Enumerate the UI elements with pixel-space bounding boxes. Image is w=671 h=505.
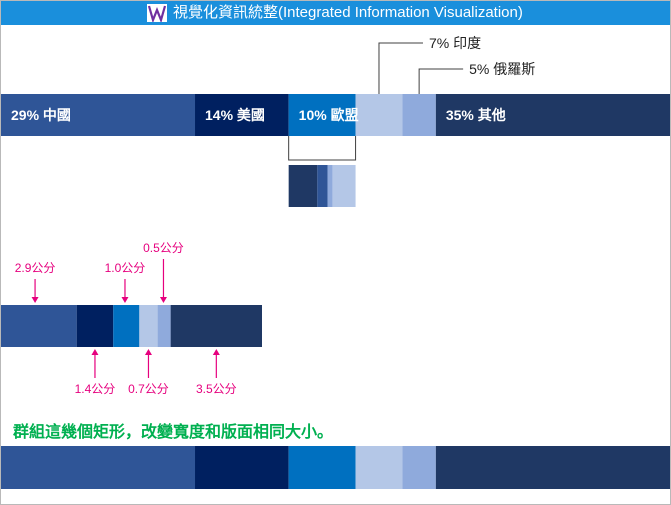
cm-label-3: 0.7公分 [128,382,169,396]
arrow-head-0 [31,297,39,303]
arrow-head-4 [159,297,167,303]
callout-line-3 [378,42,423,94]
cm-label-0: 2.9公分 [15,261,56,275]
cm-segment-4 [157,305,171,347]
zoom-detail-bar [288,136,357,207]
centimeter-stacked-bar [1,305,262,347]
segment-label-5: 35% 其他 [446,107,506,123]
cm-segment-1 [76,305,114,347]
cm-segment-2 [113,305,140,347]
cm-label-2: 1.0公分 [105,261,146,275]
cm-label-1: 1.4公分 [75,382,116,396]
bar-segment-2 [288,94,356,136]
arrow-head-5 [212,349,220,355]
cm-label-5: 3.5公分 [196,382,237,396]
full-segment-3 [355,446,403,489]
full-segment-5 [435,446,670,489]
zoom-segment-0 [288,165,318,207]
arrow-head-3 [144,349,152,355]
cm-segment-3 [139,305,158,347]
bar-segment-0 [1,94,196,136]
centimeter-annotations: 2.9公分 1.0公分 0.5公分 1.4公分 0.7公分 3.5公分 [15,241,237,396]
full-segment-1 [195,446,289,489]
zoom-bracket [288,136,357,161]
cm-segment-5 [170,305,262,347]
segment-label-2: 10% 歐盟 [299,107,359,123]
full-width-stacked-bar [1,446,670,489]
full-segment-2 [288,446,356,489]
bar-segment-5 [435,94,670,136]
cm-label-4: 0.5公分 [143,241,184,255]
bar-segment-3 [355,94,403,136]
top-stacked-bar: 29% 中國 14% 美國 10% 歐盟 35% 其他 [1,94,670,136]
arrow-head-1 [91,349,99,355]
bar-segment-1 [195,94,289,136]
header-bar: 視覺化資訊統整(Integrated Information Visualiza… [1,1,670,25]
bar-segment-4 [402,94,436,136]
zoom-segment-3 [332,165,356,207]
top-bar-callouts: 7% 印度 5% 俄羅斯 [378,35,535,94]
segment-label-0: 29% 中國 [11,107,71,123]
callout-label-3: 7% 印度 [429,35,481,51]
logo-icon [147,4,167,22]
zoom-segment-2 [327,165,333,207]
cm-segment-0 [1,305,77,347]
instruction-text: 群組這幾個矩形，改變寬度和版面相同大小。 [13,422,333,441]
callout-line-4 [418,68,464,94]
full-segment-4 [402,446,436,489]
page-title: 視覺化資訊統整(Integrated Information Visualiza… [173,4,523,21]
callout-label-4: 5% 俄羅斯 [469,61,535,77]
full-segment-0 [1,446,196,489]
arrow-head-2 [121,297,129,303]
segment-label-1: 14% 美國 [205,107,265,123]
zoom-segment-1 [317,165,328,207]
